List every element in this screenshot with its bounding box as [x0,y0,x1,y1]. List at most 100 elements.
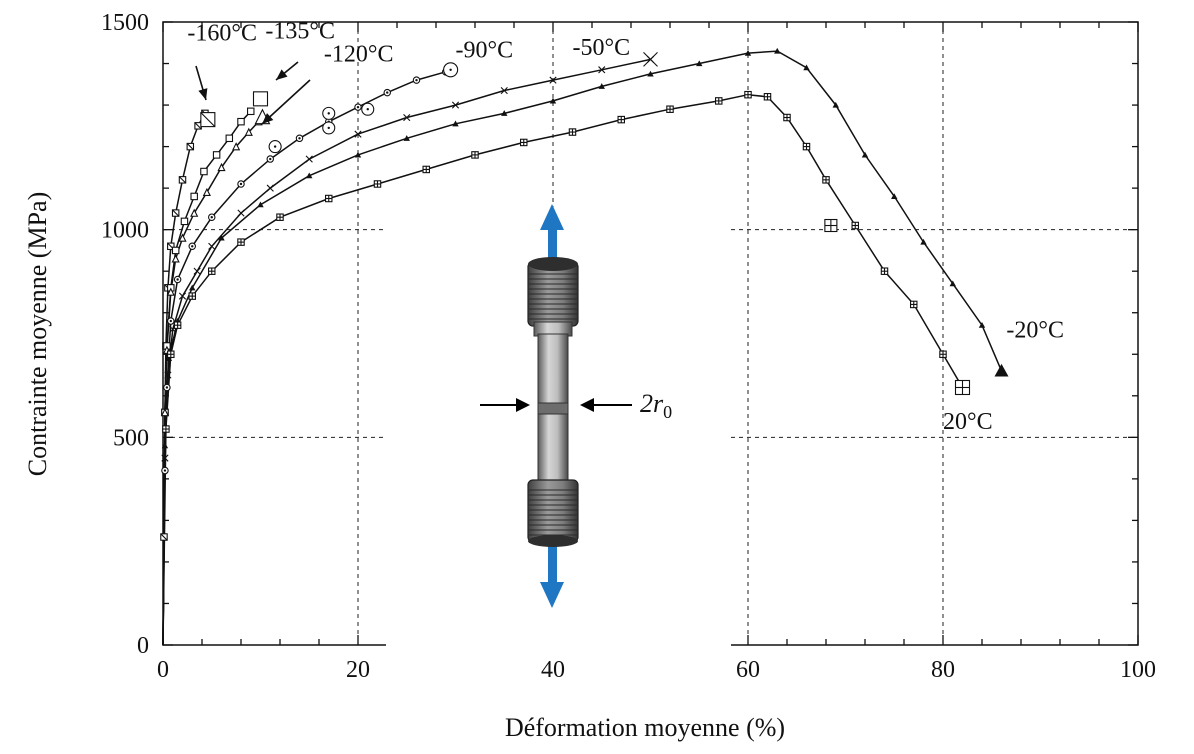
data-point [549,76,557,84]
data-point [190,192,198,201]
data-point [643,51,658,67]
x-tick-label: 100 [1120,657,1156,683]
data-point [501,110,508,116]
data-point [954,379,971,396]
arrow-down-icon [540,544,564,608]
data-point [188,242,197,251]
series-markers [160,47,1009,541]
data-point [305,155,313,163]
dimension-label: 2r0 [640,389,672,422]
data-point [744,49,752,56]
data-point [322,121,336,135]
data-point [161,442,169,449]
data-point [178,233,187,242]
data-point [354,103,362,111]
data-point [208,242,216,250]
data-point [212,151,221,159]
x-tick-label: 40 [541,657,565,683]
data-point [412,76,421,84]
data-point [666,105,674,113]
data-point [160,407,170,417]
data-point [354,151,362,158]
data-point [451,101,460,109]
data-point [568,128,577,136]
data-point [171,209,180,217]
x-tick-label: 60 [736,657,760,683]
data-point [166,287,175,296]
data-point [783,113,791,122]
data-point [939,350,947,359]
data-point [354,130,362,138]
data-point [443,62,459,78]
y-tick-label: 500 [113,425,149,451]
annotation-arrowhead [262,113,274,124]
data-point [208,267,216,275]
data-point [471,151,479,159]
series-label: -135°C [265,19,335,45]
series-line [162,121,260,646]
data-point [822,176,830,184]
y-axis-label: Contrainte moyenne (MPa) [23,192,52,477]
data-point [202,187,211,197]
data-point [237,180,245,188]
data-point [383,88,391,97]
y-tick-label: 1000 [101,218,149,244]
data-point [361,102,375,116]
series-label: -120°C [324,41,394,67]
data-point [237,238,245,246]
data-point [909,300,918,309]
y-tick-label: 0 [137,633,149,659]
data-point [225,134,234,143]
series-label: 20°C [943,409,993,435]
data-point [851,221,859,230]
data-point [161,454,169,462]
data-point [598,66,606,74]
data-point [193,267,201,275]
data-point [802,142,811,151]
data-point [891,193,898,199]
x-tick-label: 80 [931,657,955,683]
data-point [276,213,284,221]
data-point [832,101,839,108]
data-point [171,246,180,255]
data-point [165,355,173,361]
data-point [452,120,459,127]
data-point [306,172,313,179]
series-label: -90°C [456,37,514,63]
data-point [200,167,208,176]
data-point [949,280,956,287]
annotation-arrowhead [276,69,288,80]
data-point [189,284,196,291]
data-point [171,254,180,263]
tensile-specimen-inset: 2r0 [386,204,731,646]
data-point [519,138,528,147]
data-point [237,209,245,217]
data-point [186,142,195,151]
data-point [617,115,625,124]
data-point [180,217,189,226]
x-tick-label: 0 [157,657,169,683]
data-point [164,371,172,379]
data-point [247,107,255,116]
data-point [266,155,274,163]
data-point [324,194,333,203]
data-point [861,151,869,158]
data-point [257,201,264,208]
series-label: -160°C [187,21,257,47]
data-point [163,383,171,392]
arrow-up-icon [540,204,564,268]
data-point [178,292,187,300]
data-point [598,83,605,89]
data-point [162,425,170,433]
data-point [774,47,781,54]
annotation-arrows [195,61,311,125]
series-label: -20°C [1006,318,1064,344]
data-point [237,117,245,126]
data-point [422,165,430,174]
dimension-arrows [480,398,632,412]
data-point [217,162,226,172]
data-point [696,60,703,67]
data-point [188,292,197,300]
series-label: -50°C [573,35,631,61]
series-line [162,50,1003,646]
